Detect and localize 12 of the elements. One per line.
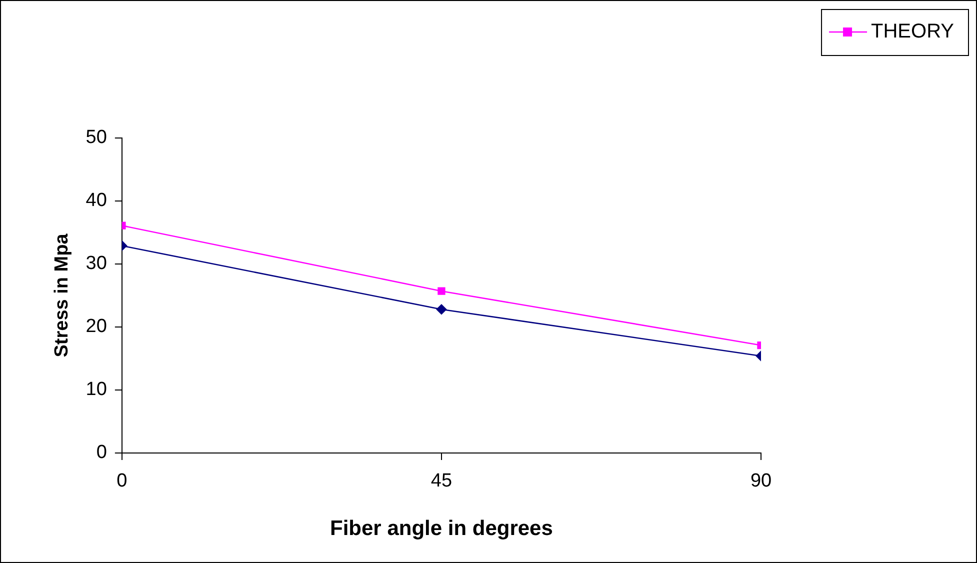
- x-tick-label: 90: [750, 470, 772, 492]
- y-axis-title: Stress in Mpa: [52, 233, 73, 358]
- x-tick-label: 45: [430, 470, 452, 492]
- y-tick-label: 40: [86, 190, 107, 212]
- y-tick-label: 10: [86, 379, 107, 400]
- x-axis-title: Fiber angle in degrees: [330, 517, 553, 540]
- y-tick-label: 20: [86, 316, 107, 338]
- y-tick-label: 0: [96, 442, 107, 464]
- legend-label: THEORY: [871, 20, 954, 43]
- x-tick-label: 0: [116, 470, 128, 492]
- y-tick-label: 30: [86, 253, 107, 274]
- y-tick-label: 50: [86, 127, 107, 148]
